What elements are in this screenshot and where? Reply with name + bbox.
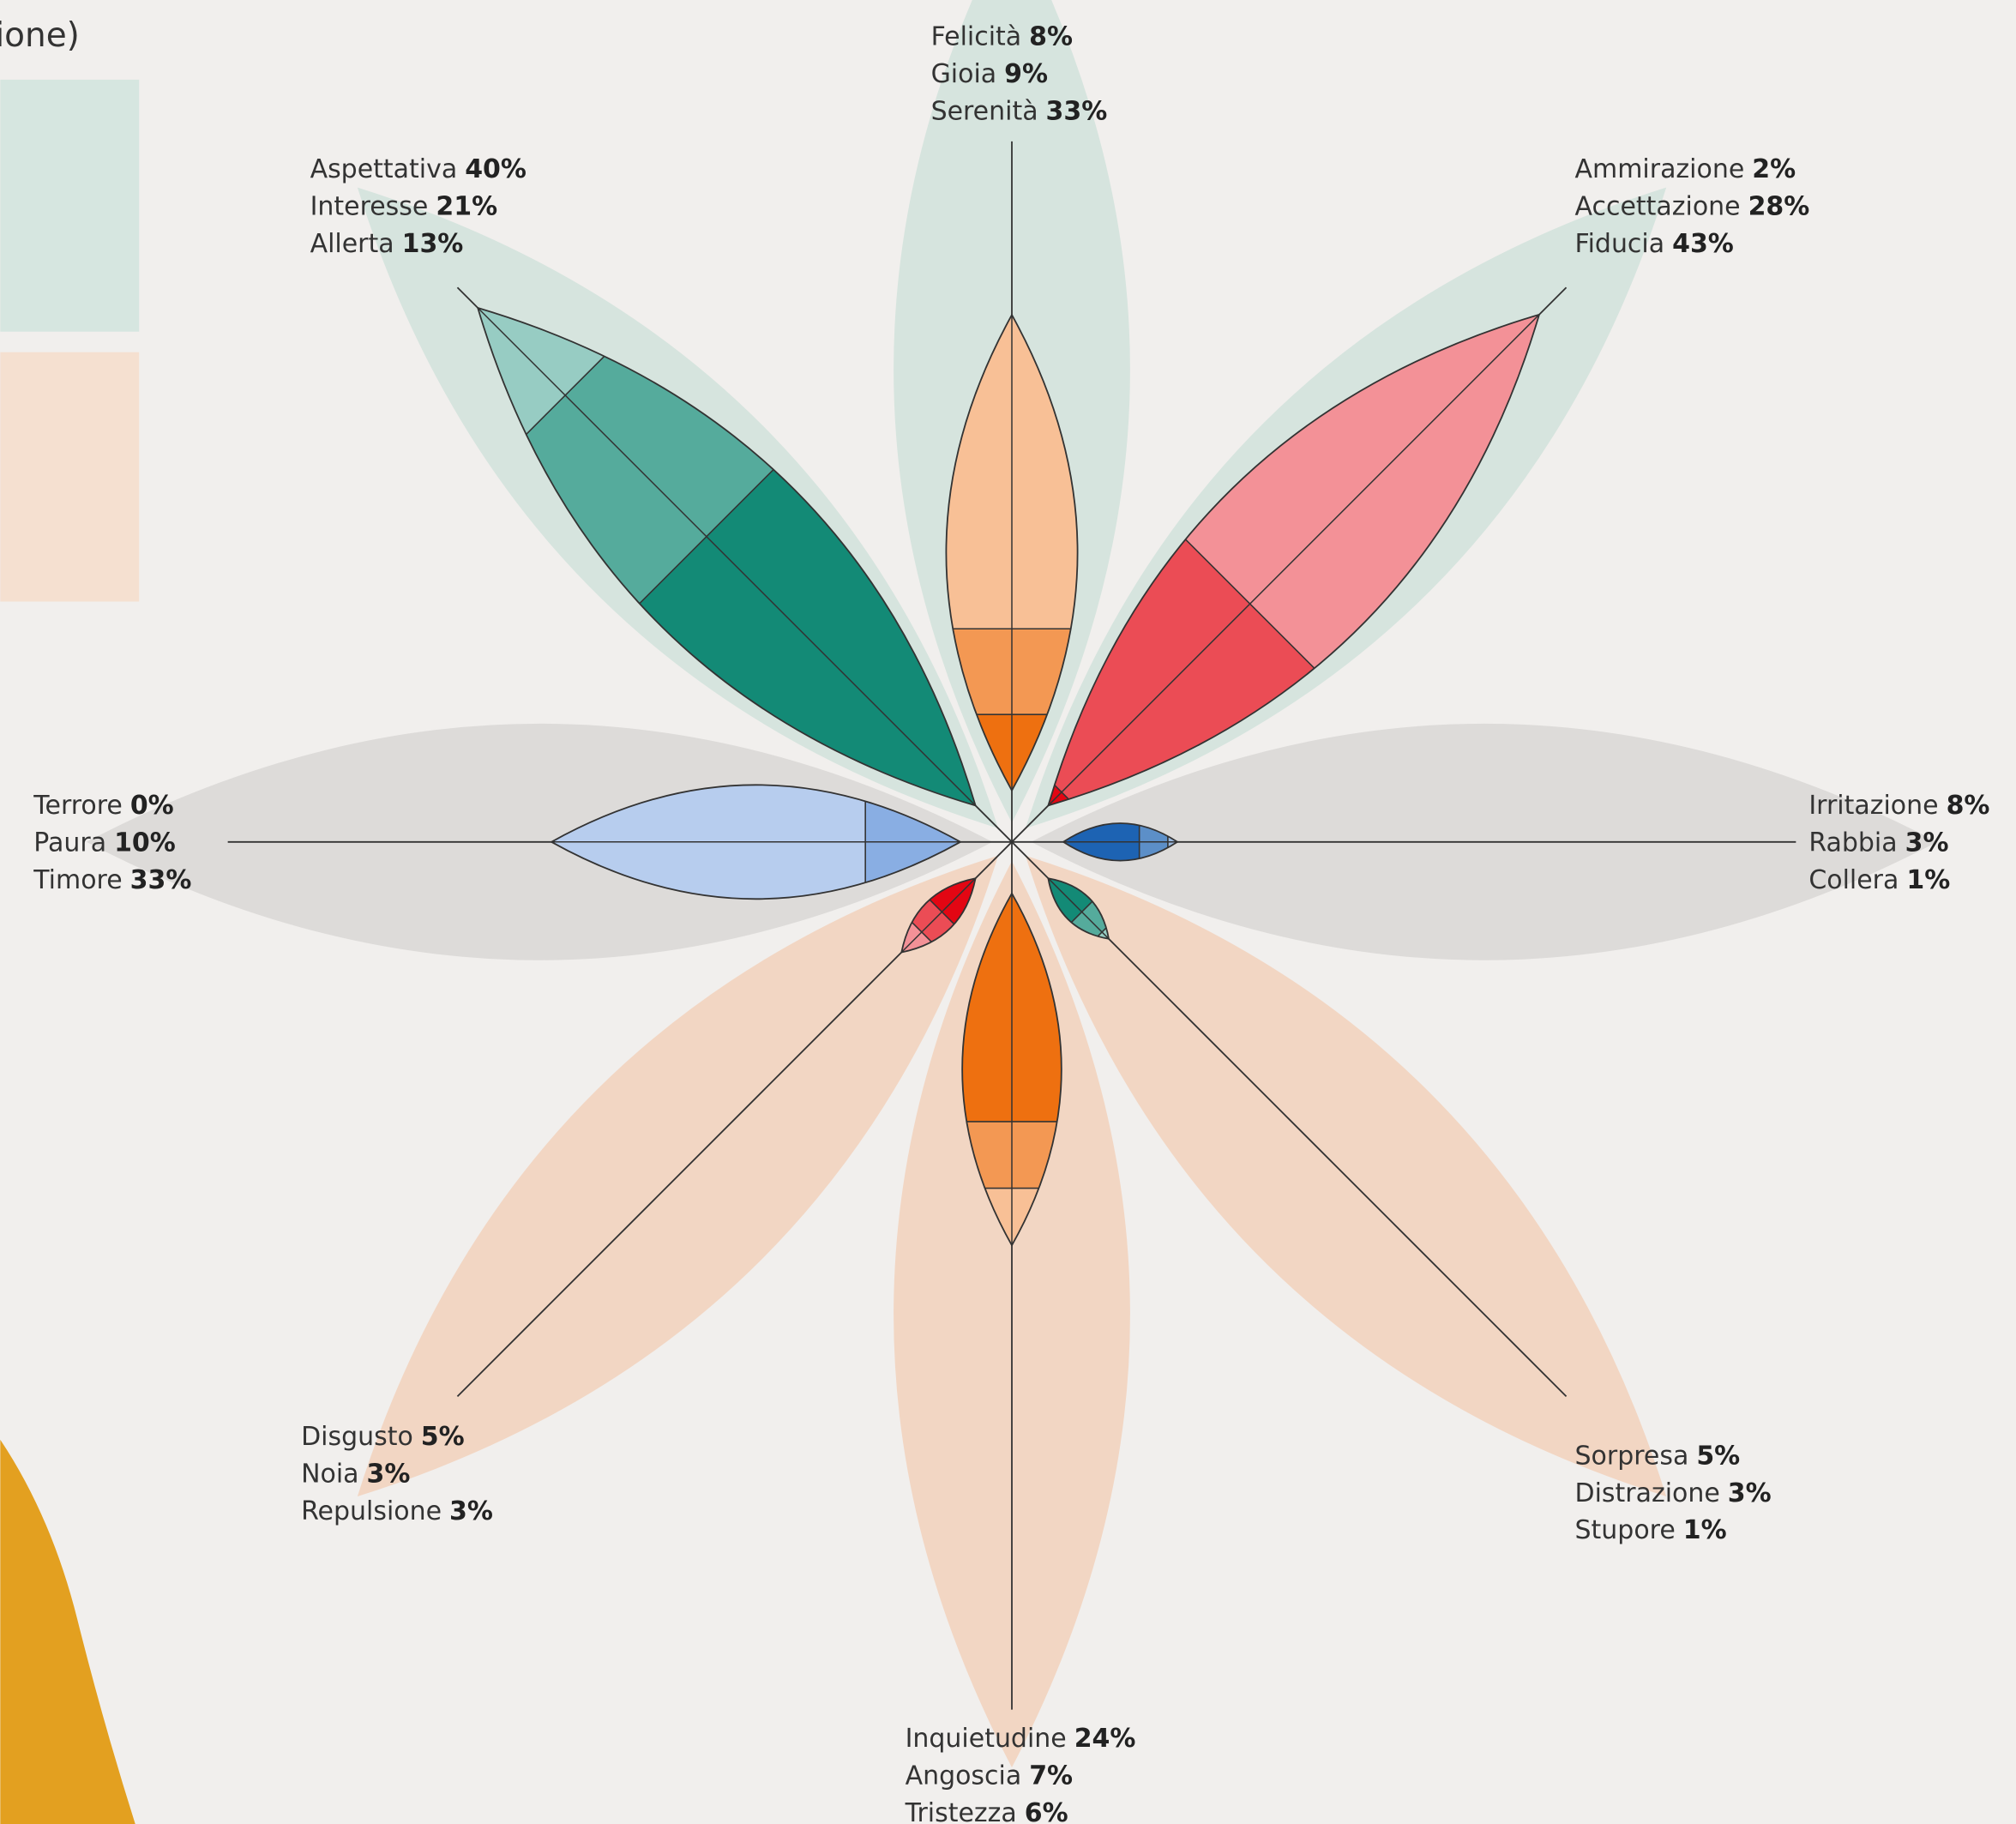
petal-axis [900, 877, 977, 954]
emotion-name: Aspettativa [310, 154, 458, 184]
emotion-label: Gioia 9% [931, 59, 1048, 89]
emotion-label: Allerta 13% [310, 229, 464, 259]
emotion-value: 43% [1672, 229, 1734, 259]
emotion-name: Repulsione [301, 1496, 442, 1526]
emotion-label: Aspettativa 40% [310, 154, 527, 184]
emotion-name: Angoscia [906, 1761, 1022, 1791]
emotion-value: 1% [1906, 865, 1950, 895]
emotion-value: 6% [1025, 1798, 1068, 1824]
emotion-name: Collera [1808, 865, 1899, 895]
emotion-value: 28% [1748, 191, 1810, 221]
emotion-value: 3% [1728, 1478, 1772, 1508]
emotion-name: Gioia [931, 59, 997, 89]
petal-outline [1047, 877, 1110, 940]
emotion-label: Interesse 21% [310, 191, 498, 221]
emotion-value: 33% [130, 865, 192, 895]
emotion-value: 13% [402, 229, 464, 259]
emotion-name: Paura [33, 828, 106, 858]
emotion-name: Accettazione [1575, 191, 1741, 221]
emotion-name: Terrore [33, 791, 123, 821]
emotion-label: Distrazione 3% [1575, 1478, 1772, 1508]
emotion-label: Repulsione 3% [301, 1496, 493, 1526]
emotion-value: 0% [130, 791, 174, 821]
emotion-value: 3% [1905, 828, 1949, 858]
emotion-label: Paura 10% [33, 828, 176, 858]
emotion-value: 8% [1947, 791, 1990, 821]
emotion-label: Sorpresa 5% [1575, 1441, 1741, 1471]
emotion-label: Angoscia 7% [906, 1761, 1074, 1791]
emotion-name: Noia [301, 1459, 358, 1489]
decoration [0, 1439, 135, 1824]
emotion-value: 5% [1696, 1441, 1740, 1471]
emotion-label: Rabbia 3% [1808, 828, 1948, 858]
emotion-label: Ammirazione 2% [1575, 154, 1796, 184]
emotion-value: 24% [1074, 1724, 1136, 1754]
emotion-name: Tristezza [905, 1798, 1017, 1824]
emotion-label: Timore 33% [33, 865, 191, 895]
emotion-label: Noia 3% [301, 1459, 410, 1489]
petal-outline [476, 306, 977, 807]
emotion-value: 5% [421, 1422, 465, 1452]
legend-swatch [0, 352, 140, 602]
emotion-name: Interesse [310, 191, 429, 221]
emotion-value: 1% [1683, 1515, 1727, 1545]
emotion-name: Fiducia [1575, 229, 1665, 259]
emotion-name: Inquietudine [906, 1724, 1067, 1754]
emotion-label: Serenità 33% [931, 96, 1108, 126]
emotion-name: Ammirazione [1575, 154, 1745, 184]
emotion-value: 3% [367, 1459, 411, 1489]
emotion-name: Serenità [931, 96, 1038, 126]
petal-axis [1047, 877, 1110, 940]
emotion-label: Disgusto 5% [301, 1422, 465, 1452]
emotion-label: Accettazione 28% [1575, 191, 1810, 221]
emotion-label: Inquietudine 24% [906, 1724, 1136, 1754]
emotion-value: 10% [114, 828, 176, 858]
petal-axis [1047, 314, 1540, 806]
emotion-label: Tristezza 6% [905, 1798, 1068, 1824]
legend-fragment: ione) [0, 16, 80, 55]
emotion-label: Felicità 8% [931, 21, 1073, 51]
emotion-name: Sorpresa [1575, 1441, 1689, 1471]
emotion-label: Irritazione 8% [1808, 791, 1989, 821]
legend-swatch [0, 79, 140, 332]
emotion-value: 9% [1004, 59, 1048, 89]
emotion-value: 3% [449, 1496, 493, 1526]
petal-axis [477, 307, 977, 806]
emotion-label: Collera 1% [1808, 865, 1950, 895]
emotion-name: Allerta [310, 229, 394, 259]
emotion-value: 8% [1029, 21, 1073, 51]
emotion-value: 7% [1029, 1761, 1073, 1791]
petal-outline [900, 877, 977, 954]
emotion-name: Disgusto [301, 1422, 413, 1452]
emotion-label: Terrore 0% [33, 791, 173, 821]
emotion-name: Rabbia [1808, 828, 1897, 858]
petals: Felicità 8%Gioia 9%Serenità 33%Ammirazione 2… [33, 21, 1989, 1824]
emotion-name: Stupore [1575, 1515, 1676, 1545]
emotion-value: 2% [1752, 154, 1796, 184]
emotion-value: 33% [1046, 96, 1108, 126]
emotion-name: Felicità [931, 21, 1022, 51]
emotion-name: Distrazione [1575, 1478, 1720, 1508]
emotion-label: Fiducia 43% [1575, 229, 1734, 259]
emotion-name: Irritazione [1808, 791, 1938, 821]
emotion-value: 40% [465, 154, 527, 184]
emotion-label: Stupore 1% [1575, 1515, 1727, 1545]
emotion-value: 21% [436, 191, 497, 221]
emotion-name: Timore [33, 865, 122, 895]
